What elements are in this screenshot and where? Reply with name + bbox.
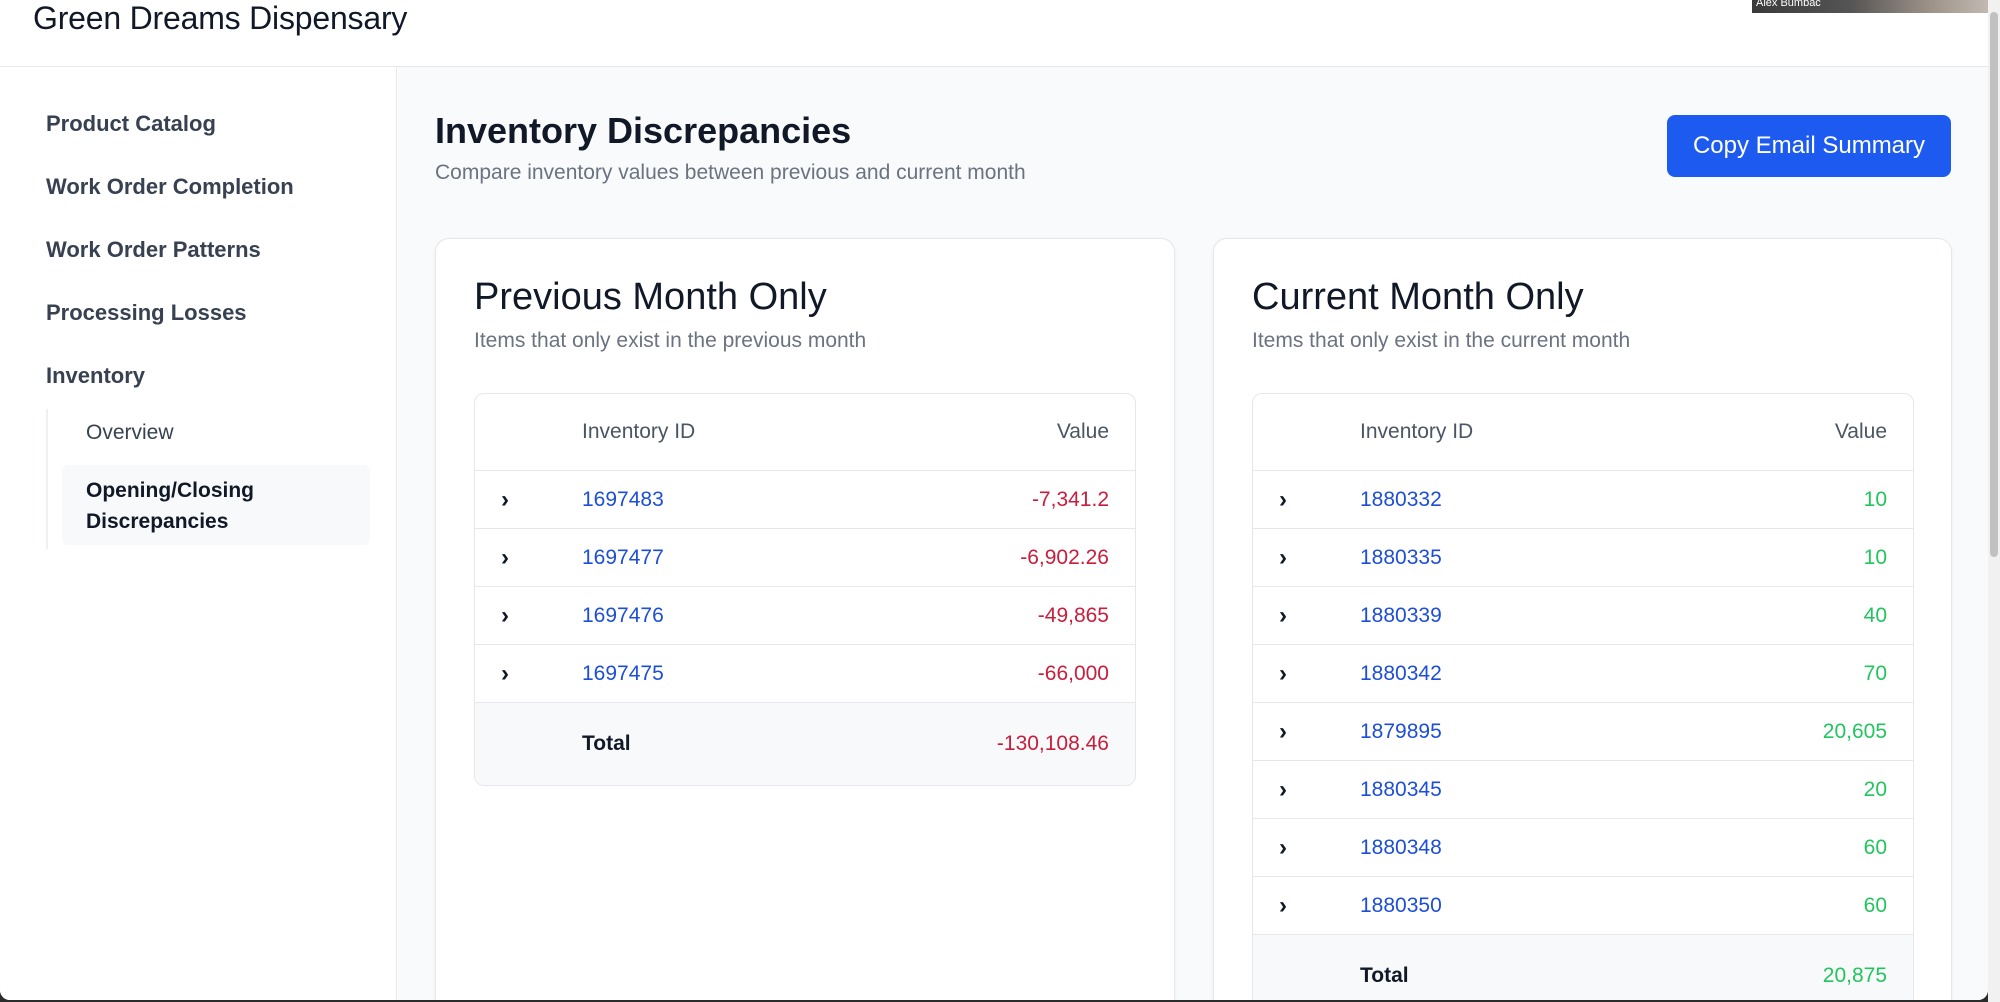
inventory-value: -6,902.26 <box>1020 545 1109 569</box>
card-subtitle: Items that only exist in the current mon… <box>1252 329 1631 352</box>
top-header: Green Dreams Dispensary <box>0 0 1988 67</box>
inventory-id-link[interactable]: 1697477 <box>582 545 664 569</box>
chevron-right-icon[interactable]: › <box>501 485 509 513</box>
page-subtitle: Compare inventory values between previou… <box>435 161 1026 184</box>
table-row[interactable]: › 1880350 60 <box>1253 876 1913 934</box>
page-title: Inventory Discrepancies <box>435 110 852 151</box>
table-row[interactable]: › 1880332 10 <box>1253 470 1913 528</box>
inventory-id-link[interactable]: 1880332 <box>1360 487 1442 511</box>
table-row[interactable]: › 1697475 -66,000 <box>475 644 1135 702</box>
column-header-inventory-id: Inventory ID <box>1360 420 1474 443</box>
chevron-right-icon[interactable]: › <box>501 659 509 687</box>
chevron-right-icon[interactable]: › <box>1279 833 1287 861</box>
inventory-value: -49,865 <box>1037 603 1109 627</box>
sidebar-subitem-active-bg <box>62 465 370 545</box>
chevron-right-icon[interactable]: › <box>501 543 509 571</box>
table-header-row: Inventory ID Value <box>475 394 1135 470</box>
app-title: Green Dreams Dispensary <box>33 0 408 36</box>
sidebar-item-work-order-patterns[interactable]: Work Order Patterns <box>46 237 261 262</box>
inventory-id-link[interactable]: 1880345 <box>1360 777 1442 801</box>
scrollbar-thumb[interactable] <box>1990 12 1998 557</box>
total-value: -130,108.46 <box>996 732 1109 755</box>
table-row[interactable]: › 1880339 40 <box>1253 586 1913 644</box>
sidebar-item-processing-losses[interactable]: Processing Losses <box>46 300 247 325</box>
inventory-id-link[interactable]: 1697476 <box>582 603 664 627</box>
inventory-id-link[interactable]: 1880350 <box>1360 893 1442 917</box>
previous-month-table: Inventory ID Value › 1697483 -7,341.2 › … <box>474 393 1136 786</box>
inventory-value: 20 <box>1863 777 1887 801</box>
chevron-right-icon[interactable]: › <box>1279 659 1287 687</box>
column-header-value: Value <box>1056 420 1109 443</box>
chevron-right-icon[interactable]: › <box>1279 717 1287 745</box>
table-row[interactable]: › 1880345 20 <box>1253 760 1913 818</box>
inventory-id-link[interactable]: 1880339 <box>1360 603 1442 627</box>
inventory-id-link[interactable]: 1880348 <box>1360 835 1442 859</box>
copy-email-summary-button[interactable]: Copy Email Summary <box>1667 115 1951 177</box>
inventory-value: 40 <box>1863 603 1887 627</box>
current-month-table: Inventory ID Value › 1880332 10 › 188033… <box>1252 393 1914 1000</box>
current-month-card: Current Month Only Items that only exist… <box>1213 238 1952 1000</box>
inventory-id-link[interactable]: 1697483 <box>582 487 664 511</box>
inventory-value: 10 <box>1863 487 1887 511</box>
sidebar-item-product-catalog[interactable]: Product Catalog <box>46 111 216 136</box>
column-header-inventory-id: Inventory ID <box>582 420 696 443</box>
chevron-right-icon[interactable]: › <box>1279 601 1287 629</box>
inventory-value: 20,605 <box>1822 719 1887 743</box>
total-label: Total <box>582 732 631 755</box>
table-row[interactable]: › 1879895 20,605 <box>1253 702 1913 760</box>
inventory-value: -66,000 <box>1037 661 1109 685</box>
card-title: Current Month Only <box>1252 276 1584 318</box>
sidebar-item-inventory[interactable]: Inventory <box>46 363 146 388</box>
total-label: Total <box>1360 964 1409 987</box>
table-row[interactable]: › 1697476 -49,865 <box>475 586 1135 644</box>
table-total-row: Total -130,108.46 <box>475 702 1135 785</box>
inventory-id-link[interactable]: 1880342 <box>1360 661 1442 685</box>
inventory-value: -7,341.2 <box>1031 487 1109 511</box>
table-header-row: Inventory ID Value <box>1253 394 1913 470</box>
video-overlay-thumbnail: Alex Bumbac <box>1752 0 2000 13</box>
inventory-value: 60 <box>1863 893 1887 917</box>
table-row[interactable]: › 1880348 60 <box>1253 818 1913 876</box>
table-row[interactable]: › 1697477 -6,902.26 <box>475 528 1135 586</box>
sidebar-item-work-order-completion[interactable]: Work Order Completion <box>46 174 294 199</box>
inventory-id-link[interactable]: 1697475 <box>582 661 664 685</box>
column-header-value: Value <box>1834 420 1887 443</box>
table-row[interactable]: › 1880335 10 <box>1253 528 1913 586</box>
sidebar: Product Catalog Work Order Completion Wo… <box>0 67 397 1000</box>
total-value: 20,875 <box>1822 964 1887 987</box>
table-row[interactable]: › 1880342 70 <box>1253 644 1913 702</box>
card-subtitle: Items that only exist in the previous mo… <box>474 329 867 352</box>
inventory-value: 60 <box>1863 835 1887 859</box>
chevron-right-icon[interactable]: › <box>501 601 509 629</box>
sidebar-subitem-discrepancies[interactable]: Opening/Closing Discrepancies <box>86 479 254 533</box>
card-title: Previous Month Only <box>474 276 827 318</box>
chevron-right-icon[interactable]: › <box>1279 485 1287 513</box>
chevron-right-icon[interactable]: › <box>1279 543 1287 571</box>
inventory-id-link[interactable]: 1880335 <box>1360 545 1442 569</box>
inventory-id-link[interactable]: 1879895 <box>1360 719 1442 743</box>
table-row[interactable]: › 1697483 -7,341.2 <box>475 470 1135 528</box>
video-overlay-name: Alex Bumbac <box>1756 0 1821 9</box>
sub-nav-line <box>46 409 50 549</box>
table-total-row: Total 20,875 <box>1253 934 1913 1000</box>
inventory-value: 70 <box>1863 661 1887 685</box>
previous-month-card: Previous Month Only Items that only exis… <box>435 238 1175 1000</box>
chevron-right-icon[interactable]: › <box>1279 775 1287 803</box>
sidebar-subitem-overview[interactable]: Overview <box>86 421 174 444</box>
inventory-value: 10 <box>1863 545 1887 569</box>
chevron-right-icon[interactable]: › <box>1279 891 1287 919</box>
